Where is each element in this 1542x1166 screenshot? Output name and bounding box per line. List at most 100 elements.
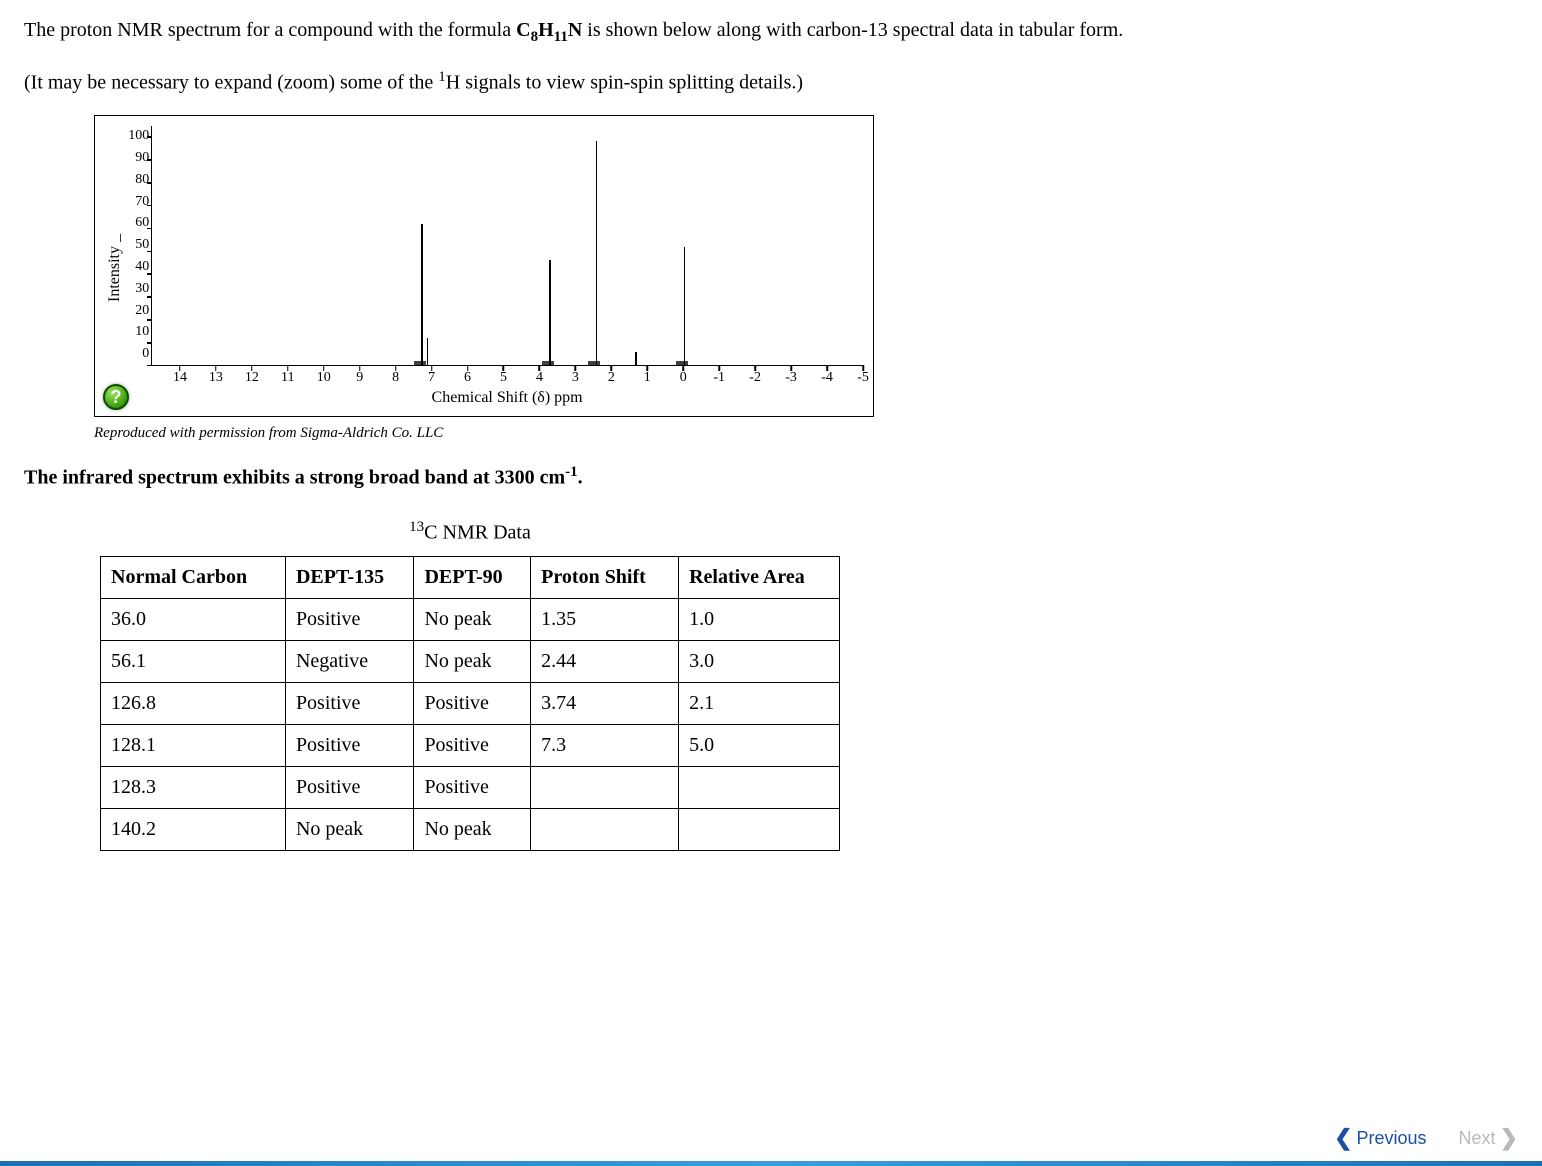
table-cell: No peak [414,808,531,850]
intro-text: The proton NMR spectrum for a compound w… [24,19,516,41]
nmr-peak [427,338,429,365]
table-row: 140.2No peakNo peak [101,808,840,850]
x-tick-label: 12 [245,368,259,388]
table-cell: Negative [285,640,414,682]
table-row: 128.3PositivePositive [101,766,840,808]
x-tick-label: 6 [464,368,471,388]
table-cell: 1.35 [531,598,679,640]
y-tick-label: 100 [128,126,149,146]
nmr-spectrum-chart[interactable]: Intensity _ 1009080706050403020100 14131… [94,115,874,416]
pagination-nav: ❮ Previous Next ❯ [1334,1122,1518,1154]
table-row: 126.8PositivePositive3.742.1 [101,682,840,724]
x-tick-label: 11 [281,368,294,388]
y-tick-mark [147,205,152,207]
table-cell: 3.0 [679,640,840,682]
nmr-peak [596,141,598,365]
baseline-noise [414,361,426,365]
y-axis-label: Intensity _ [101,234,128,302]
table-cell: 2.44 [531,640,679,682]
y-tick-label: 20 [135,301,149,321]
x-tick-label: 3 [572,368,579,388]
nmr-peak [421,224,423,366]
table-cell: 126.8 [101,682,286,724]
table-cell: No peak [414,640,531,682]
table-cell: Positive [414,766,531,808]
molecular-formula: C8H11N [516,19,582,41]
table-cell: No peak [285,808,414,850]
nmr-peak [635,352,637,366]
y-tick-mark [147,159,152,161]
y-tick-mark [147,228,152,230]
table-header: Relative Area [679,556,840,598]
x-tick-label: 13 [209,368,223,388]
x-tick-label: 7 [428,368,435,388]
table-cell: 3.74 [531,682,679,724]
table-cell: 56.1 [101,640,286,682]
table-header: DEPT-135 [285,556,414,598]
table-cell [531,766,679,808]
x-tick-label: 5 [500,368,507,388]
table-cell: No peak [414,598,531,640]
table-cell [679,808,840,850]
table-cell: 128.3 [101,766,286,808]
x-tick-label: 8 [392,368,399,388]
footer-accent-bar [0,1161,1542,1166]
table-row: 56.1NegativeNo peak2.443.0 [101,640,840,682]
table-header: Normal Carbon [101,556,286,598]
y-tick-mark [147,319,152,321]
problem-intro-1: The proton NMR spectrum for a compound w… [24,16,1518,49]
chevron-left-icon: ❮ [1334,1122,1352,1154]
y-tick-label: 50 [135,235,149,255]
plot-area[interactable] [151,126,863,366]
x-tick-label: -3 [785,368,797,388]
y-tick-mark [147,136,152,138]
x-axis-label: Chemical Shift (δ) ppm [151,386,863,409]
x-tick-label: 9 [356,368,363,388]
y-tick-label: 70 [135,192,149,212]
table-cell: 2.1 [679,682,840,724]
x-tick-label: 2 [608,368,615,388]
y-tick-label: 0 [142,344,149,364]
x-tick-label: -2 [749,368,761,388]
table-header: DEPT-90 [414,556,531,598]
next-button[interactable]: Next ❯ [1459,1122,1518,1154]
ir-spectrum-note: The infrared spectrum exhibits a strong … [24,462,1518,493]
y-tick-mark [147,273,152,275]
nmr-peak [549,260,551,365]
table-cell: Positive [285,598,414,640]
nmr-peak [684,247,686,366]
table-cell: Positive [414,682,531,724]
table-cell [679,766,840,808]
y-tick-mark [147,251,152,253]
c13-table-title: 13C NMR Data [100,517,840,548]
table-cell: Positive [285,766,414,808]
x-axis-ticks: 14131211109876543210-1-2-3-4-5 [151,366,863,386]
table-cell: 128.1 [101,724,286,766]
y-tick-mark [147,182,152,184]
table-row: 128.1PositivePositive7.35.0 [101,724,840,766]
table-header: Proton Shift [531,556,679,598]
y-tick-mark [147,296,152,298]
y-tick-label: 60 [135,213,149,233]
y-axis-ticks: 1009080706050403020100 [128,126,151,364]
x-tick-label: 4 [536,368,543,388]
x-tick-label: 0 [680,368,687,388]
x-tick-label: 1 [644,368,651,388]
baseline-noise [542,361,554,365]
table-cell: Positive [285,724,414,766]
y-tick-mark [147,342,152,344]
table-cell [531,808,679,850]
help-icon[interactable]: ? [103,384,129,410]
c13-nmr-table: Normal CarbonDEPT-135DEPT-90Proton Shift… [100,556,840,851]
x-tick-label: 10 [317,368,331,388]
problem-intro-2: (It may be necessary to expand (zoom) so… [24,67,1518,98]
baseline-noise [588,361,600,365]
y-tick-label: 80 [135,170,149,190]
table-cell: 1.0 [679,598,840,640]
table-cell: 5.0 [679,724,840,766]
table-cell: Positive [285,682,414,724]
y-tick-label: 10 [135,322,149,342]
table-cell: 7.3 [531,724,679,766]
previous-button[interactable]: ❮ Previous [1334,1122,1426,1154]
table-cell: 140.2 [101,808,286,850]
